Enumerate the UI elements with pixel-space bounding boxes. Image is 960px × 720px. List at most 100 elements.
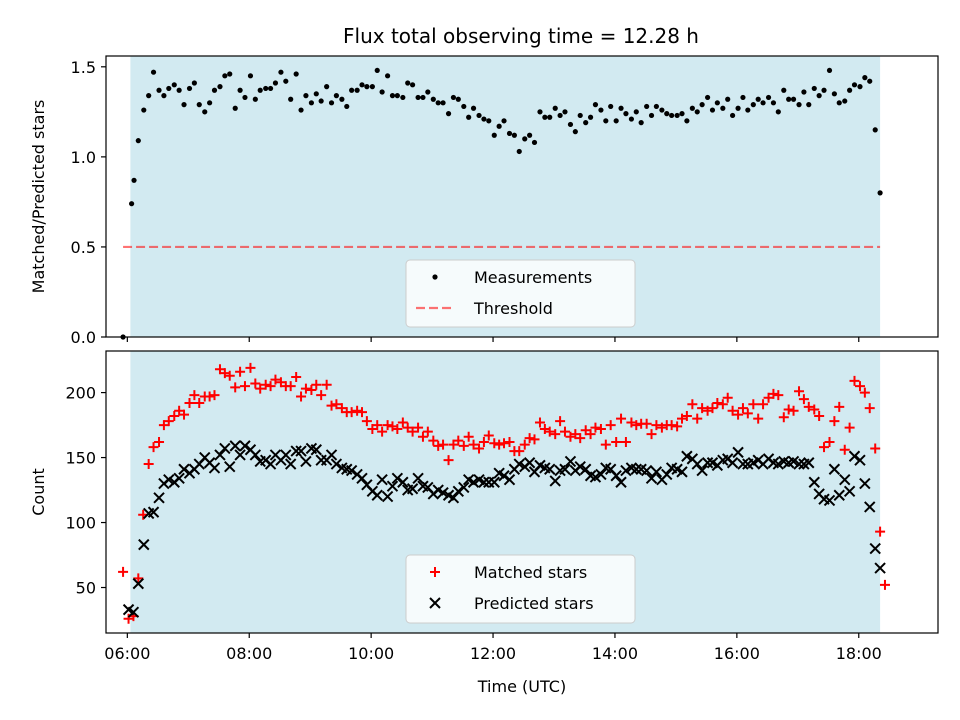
matched-star-point xyxy=(189,390,200,401)
predicted-star-point xyxy=(376,473,388,486)
matched-star-point xyxy=(611,436,622,447)
measurement-point xyxy=(755,96,761,102)
matched-star-point xyxy=(453,435,464,446)
predicted-star-point xyxy=(589,471,602,483)
matched-star-point xyxy=(118,566,129,577)
matched-star-point xyxy=(681,410,692,421)
matched-star-point xyxy=(270,374,281,385)
predicted-star-point xyxy=(559,463,571,475)
matched-star-point xyxy=(870,443,881,454)
y-axis-label: Matched/Predicted stars xyxy=(29,100,48,294)
matched-star-point xyxy=(224,370,235,381)
measurement-point xyxy=(435,100,441,106)
predicted-star-point xyxy=(397,476,409,488)
matched-star-point xyxy=(239,381,250,392)
measurement-point xyxy=(211,87,218,93)
measurement-point xyxy=(217,84,223,90)
matched-star-point xyxy=(814,410,825,421)
predicted-star-point xyxy=(345,464,358,477)
matched-star-point xyxy=(382,420,393,431)
measurement-point xyxy=(176,87,182,93)
legend-entry: Threshold xyxy=(473,299,553,318)
matched-star-point xyxy=(291,371,302,382)
matched-star-point xyxy=(616,413,627,424)
measurement-point xyxy=(263,85,269,92)
measurement-point xyxy=(851,82,858,88)
measurement-point xyxy=(583,120,589,126)
matched-star-point xyxy=(824,436,835,447)
measurement-point xyxy=(826,67,833,74)
x-tick-label: 18:00 xyxy=(836,644,882,663)
measurement-point xyxy=(129,201,135,207)
matched-star-point xyxy=(413,422,424,433)
matched-star-point xyxy=(534,417,545,428)
y-axis-label: Count xyxy=(29,468,48,516)
measurement-point xyxy=(872,127,878,133)
matched-star-point xyxy=(357,407,367,418)
measurement-point xyxy=(867,78,873,84)
matched-star-point xyxy=(834,401,845,412)
matched-star-point xyxy=(524,433,535,444)
legend-marker-predicted xyxy=(429,597,441,609)
measurement-point xyxy=(374,67,380,74)
predicted-star-point xyxy=(574,460,586,473)
predicted-star-point xyxy=(310,444,322,456)
matched-star-point xyxy=(773,390,784,401)
measurement-point xyxy=(542,114,548,120)
measurement-point xyxy=(450,94,457,101)
matched-star-point xyxy=(407,426,418,437)
measurement-point xyxy=(470,105,477,111)
measurement-point xyxy=(775,109,781,115)
matched-star-point xyxy=(727,405,738,416)
measurement-point xyxy=(369,84,375,90)
predicted-star-point xyxy=(234,449,246,461)
matched-star-point xyxy=(595,423,606,434)
matched-star-point xyxy=(194,397,205,408)
predicted-star-point xyxy=(391,472,404,485)
measurement-point xyxy=(135,138,141,144)
matched-star-point xyxy=(692,413,703,424)
measurement-point xyxy=(537,109,543,115)
matched-star-point xyxy=(839,444,850,455)
predicted-star-point xyxy=(264,458,277,470)
predicted-star-point xyxy=(356,472,368,485)
predicted-star-point xyxy=(808,476,820,488)
matched-star-point xyxy=(392,423,403,434)
measurement-point xyxy=(359,82,365,88)
measurement-point xyxy=(628,116,635,122)
measurement-point xyxy=(786,96,792,102)
measurement-point xyxy=(166,85,172,92)
matched-star-point xyxy=(428,435,439,446)
matched-star-point xyxy=(433,440,444,451)
matched-star-point xyxy=(778,412,789,423)
measurement-point xyxy=(288,96,294,102)
matched-star-point xyxy=(742,408,753,419)
measurement-point xyxy=(131,177,137,183)
matched-star-point xyxy=(397,417,408,428)
measurement-point xyxy=(664,111,670,117)
x-tick-label: 10:00 xyxy=(348,644,394,663)
matched-star-point xyxy=(438,439,449,450)
matched-star-point xyxy=(859,387,870,398)
y-tick-label: 50 xyxy=(76,579,96,598)
predicted-star-point xyxy=(406,483,419,495)
matched-star-point xyxy=(443,455,454,466)
predicted-star-point xyxy=(839,473,851,486)
matched-star-point xyxy=(672,421,683,432)
matched-star-point xyxy=(133,573,144,584)
matched-star-point xyxy=(230,382,241,393)
measurement-point xyxy=(445,111,452,117)
predicted-star-point xyxy=(803,457,815,469)
measurement-point xyxy=(237,87,243,93)
legend-entry: Predicted stars xyxy=(474,594,594,613)
predicted-star-point xyxy=(467,476,480,488)
matched-star-point xyxy=(285,381,296,392)
measurement-point xyxy=(821,87,827,93)
predicted-star-point xyxy=(437,486,449,499)
measurement-point xyxy=(587,114,594,120)
measurement-point xyxy=(511,132,517,138)
matched-star-point xyxy=(753,413,764,424)
predicted-star-point xyxy=(650,466,663,478)
measurement-point xyxy=(324,84,330,90)
